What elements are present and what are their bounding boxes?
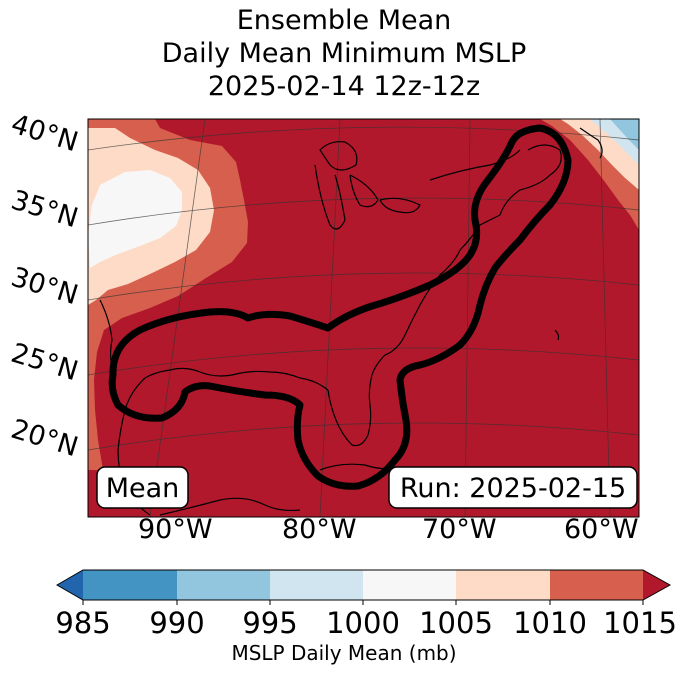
- pressure-field-ne-990-995: [610, 119, 639, 150]
- map-plot: [88, 119, 639, 517]
- colorbar-min-extension: [57, 570, 83, 600]
- colorbar-segment-995-1000: [270, 570, 363, 600]
- pressure-field-995-1000: [88, 170, 182, 268]
- colorbar-segment-1000-1005: [363, 570, 456, 600]
- colorbar-tick-1000: 1000: [326, 606, 400, 640]
- colorbar-tick-1005: 1005: [419, 606, 493, 640]
- lon-label-70w: 70°W: [422, 514, 497, 545]
- title-line-3: 2025-02-14 12z-12z: [207, 71, 481, 102]
- run-label-box: Run: 2025-02-15: [388, 466, 638, 509]
- colorbar-tick-1010: 1010: [513, 606, 587, 640]
- colorbar-tick-995: 995: [242, 606, 298, 640]
- colorbar-segment-990-995: [177, 570, 270, 600]
- colorbar-max-extension: [643, 570, 670, 600]
- run-label: Run: 2025-02-15: [400, 473, 626, 504]
- colorbar-tick-990: 990: [149, 606, 205, 640]
- mean-label: Mean: [106, 473, 180, 504]
- colorbar-label: MSLP Daily Mean (mb): [231, 641, 457, 665]
- colorbar-tick-985: 985: [55, 606, 111, 640]
- title-line-1: Ensemble Mean: [236, 5, 452, 36]
- colorbar: [55, 569, 672, 605]
- lon-label-90w: 90°W: [138, 514, 213, 545]
- title-line-2: Daily Mean Minimum MSLP: [161, 38, 527, 69]
- lon-label-60w: 60°W: [564, 514, 639, 545]
- colorbar-segment-1005-1010: [456, 570, 550, 600]
- colorbar-segment-1010-1015: [550, 570, 643, 600]
- lon-label-80w: 80°W: [282, 514, 357, 545]
- mean-label-box: Mean: [96, 466, 189, 509]
- mslp-contour-outline: [108, 124, 572, 490]
- colorbar-segment-985-990: [83, 570, 177, 600]
- graticule: [88, 119, 639, 517]
- map-frame: [87, 118, 640, 518]
- colorbar-tick-1015: 1015: [603, 606, 677, 640]
